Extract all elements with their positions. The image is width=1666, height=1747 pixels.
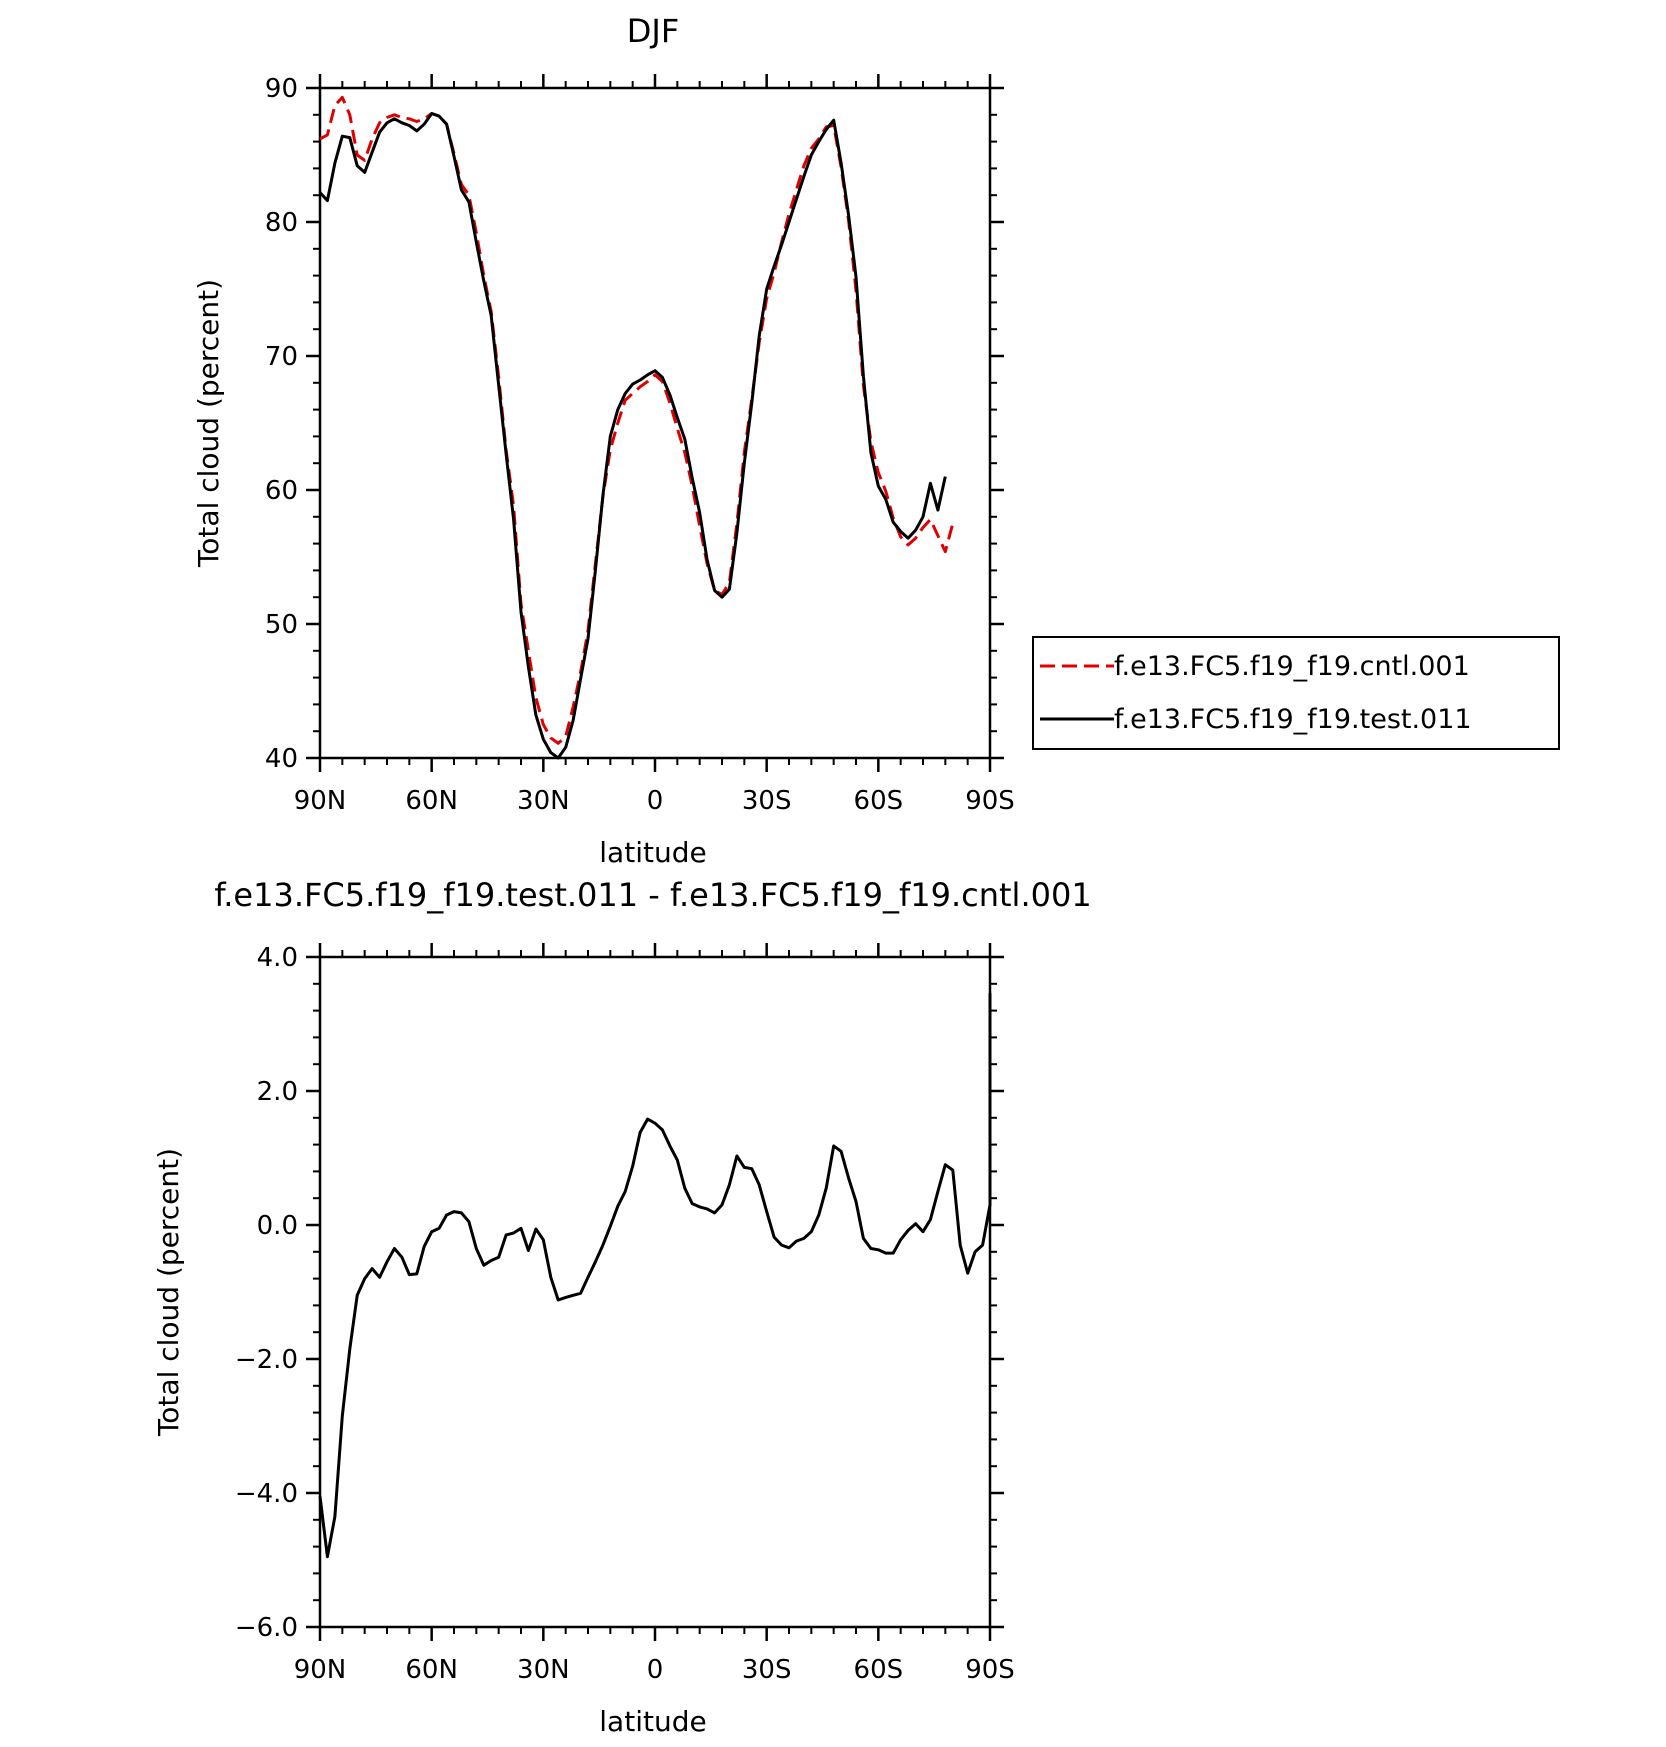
series-lines: [318, 992, 992, 1559]
x-tick-label: 0: [647, 786, 664, 816]
y-axis-label: Total cloud (percent): [152, 1148, 185, 1437]
y-tick-label: 50: [265, 610, 298, 640]
y-tick-label: 80: [265, 208, 298, 238]
x-tick-label: 30S: [742, 786, 792, 816]
legend-label-cntl: f.e13.FC5.f19_f19.cntl.001: [1114, 651, 1470, 682]
x-tick-label: 30N: [517, 786, 570, 816]
x-tick-label: 60S: [854, 786, 904, 816]
chart-title: f.e13.FC5.f19_f19.test.011 - f.e13.FC5.f…: [214, 876, 1091, 914]
series-line: [319, 95, 955, 745]
y-tick-label: 0.0: [257, 1211, 298, 1241]
legend-label-test: f.e13.FC5.f19_f19.test.011: [1114, 704, 1472, 735]
plot-frame: [318, 955, 992, 1629]
chart-difference: f.e13.FC5.f19_f19.test.011 - f.e13.FC5.f…: [152, 876, 1092, 1738]
chart-djf: DJF 90N 60N 30N 0 30S 60S 90S 40 50 60 70 80 90 lat…: [192, 12, 1560, 869]
y-axis: 40 50 60 70 80 90: [265, 74, 1004, 774]
x-tick-label: 60N: [405, 1655, 458, 1685]
x-axis-label: latitude: [599, 1705, 706, 1738]
y-tick-label: 60: [265, 476, 298, 506]
y-tick-label: 2.0: [257, 1077, 298, 1107]
x-tick-label: 90N: [294, 1655, 347, 1685]
x-tick-label: 90S: [965, 1655, 1015, 1685]
legend: f.e13.FC5.f19_f19.cntl.001 f.e13.FC5.f19…: [1032, 636, 1560, 750]
x-tick-label: 60N: [405, 786, 458, 816]
x-tick-label: 60S: [854, 1655, 904, 1685]
x-tick-label: 90N: [294, 786, 347, 816]
series-lines: [318, 95, 955, 760]
x-tick-label: 30N: [517, 1655, 570, 1685]
x-tick-label: 0: [647, 1655, 664, 1685]
y-axis-label: Total cloud (percent): [192, 279, 225, 568]
series-line: [318, 112, 947, 760]
y-tick-label: −6.0: [235, 1613, 298, 1643]
y-tick-label: −4.0: [235, 1479, 298, 1509]
y-tick-label: 70: [265, 342, 298, 372]
y-tick-label: 90: [265, 74, 298, 104]
plot-frame: [318, 86, 992, 760]
x-tick-label: 90S: [965, 786, 1015, 816]
y-tick-label: 4.0: [257, 943, 298, 973]
legend-box: [1032, 636, 1560, 750]
y-tick-label: 40: [265, 744, 298, 774]
x-axis: 90N 60N 30N 0 30S 60S 90S: [294, 74, 1015, 816]
series-line: [318, 992, 992, 1559]
chart-title: DJF: [627, 12, 679, 50]
x-axis: 90N 60N 30N 0 30S 60S 90S: [294, 943, 1015, 1685]
x-axis-label: latitude: [599, 836, 706, 869]
y-axis: −6.0 −4.0 −2.0 0.0 2.0 4.0: [235, 943, 1004, 1643]
x-tick-label: 30S: [742, 1655, 792, 1685]
y-tick-label: −2.0: [235, 1345, 298, 1375]
